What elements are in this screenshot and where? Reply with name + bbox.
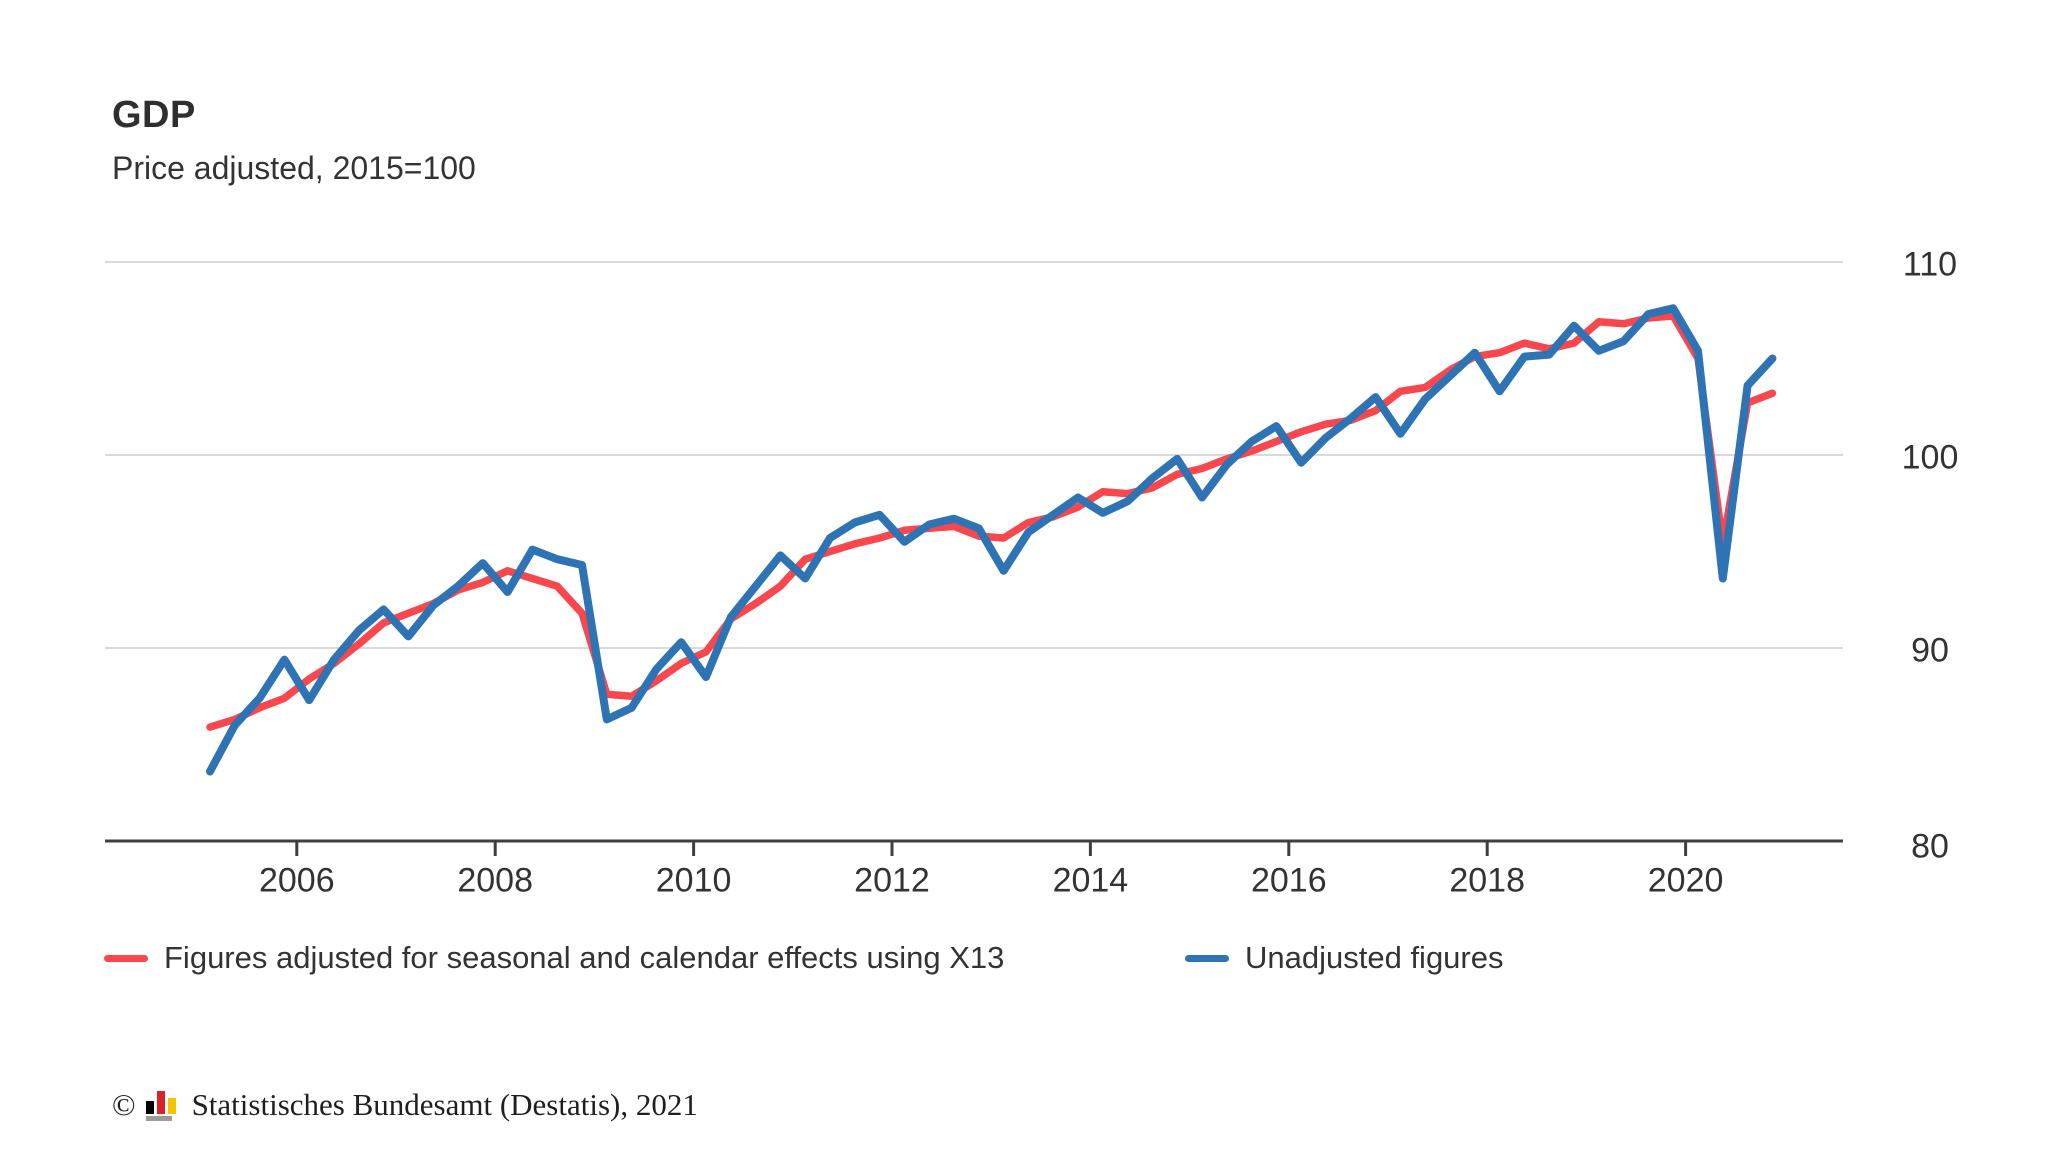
- source-attribution: © Statistisches Bundesamt (Destatis), 20…: [112, 1087, 698, 1123]
- logo-base: [145, 1115, 172, 1121]
- x-tick-label-2010: 2010: [655, 861, 732, 900]
- logo-bar-black: [145, 1100, 154, 1114]
- y-tick-label-90: 90: [1911, 631, 1949, 670]
- legend-label-unadjusted: Unadjusted figures: [1245, 940, 1504, 975]
- x-tick-label-2018: 2018: [1449, 861, 1526, 900]
- y-tick-label-100: 100: [1901, 438, 1959, 477]
- logo-bar-yellow: [167, 1097, 176, 1114]
- page-title: GDP: [112, 94, 196, 136]
- source-text: Statistisches Bundesamt (Destatis), 2021: [191, 1087, 698, 1122]
- x-tick-label-2014: 2014: [1052, 861, 1129, 900]
- logo-bar-red: [156, 1090, 165, 1114]
- x-tick-label-2006: 2006: [258, 861, 335, 900]
- legend-label-adjusted: Figures adjusted for seasonal and calend…: [164, 940, 1005, 975]
- legend-item-adjusted[interactable]: Figures adjusted for seasonal and calend…: [104, 940, 1004, 976]
- legend-item-unadjusted[interactable]: Unadjusted figures: [1185, 940, 1504, 976]
- x-tick-label-2016: 2016: [1250, 861, 1327, 900]
- unadjusted-line: [206, 304, 1777, 776]
- adjusted-line: [206, 312, 1777, 731]
- page-subtitle: Price adjusted, 2015=100: [112, 150, 476, 186]
- unadjusted-line-swatch-icon: [1185, 954, 1229, 962]
- x-tick-label-2012: 2012: [854, 861, 930, 900]
- y-tick-label-110: 110: [1902, 245, 1958, 284]
- adjusted-line-swatch-icon: [104, 954, 148, 962]
- x-tick-label-2008: 2008: [457, 861, 534, 900]
- y-tick-label-80: 80: [1911, 827, 1949, 866]
- destatis-logo-icon: [145, 1090, 182, 1121]
- copyright-symbol: ©: [112, 1087, 136, 1122]
- x-tick-label-2020: 2020: [1647, 861, 1724, 900]
